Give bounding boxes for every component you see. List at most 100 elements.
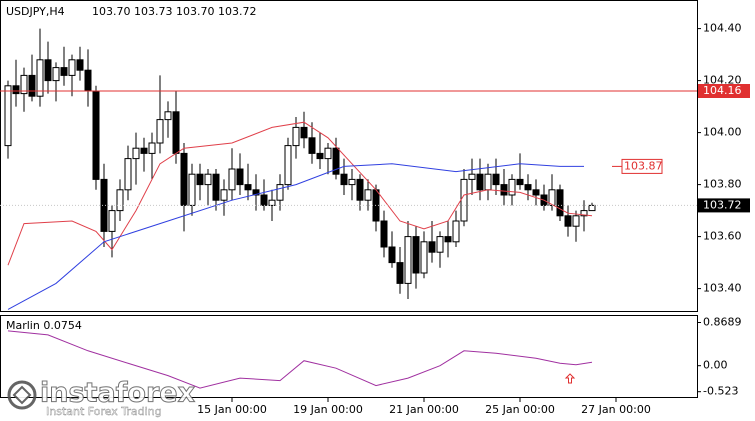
candle-body bbox=[500, 184, 508, 196]
candle-body bbox=[284, 145, 292, 186]
marks bbox=[4, 28, 596, 389]
candle-body bbox=[204, 173, 212, 186]
candle-body bbox=[516, 178, 524, 186]
indicator-line bbox=[7, 330, 593, 389]
candle-body bbox=[396, 262, 404, 284]
candle-body bbox=[212, 173, 220, 201]
candle-body bbox=[84, 69, 92, 92]
main-panel bbox=[0, 0, 698, 312]
candle-body bbox=[220, 189, 228, 201]
x-tick-label: 27 Jan 00:00 bbox=[581, 403, 651, 416]
candle-body bbox=[188, 173, 196, 206]
moving-average bbox=[7, 163, 584, 310]
candle-body bbox=[164, 111, 172, 121]
candle-body bbox=[68, 59, 76, 76]
candle-body bbox=[52, 67, 60, 82]
level-label: 103.87 bbox=[624, 159, 663, 172]
signal-arrow bbox=[564, 373, 576, 384]
candle-body bbox=[532, 189, 540, 196]
candle-body bbox=[300, 126, 308, 139]
candle-body bbox=[292, 126, 300, 147]
level-tag bbox=[621, 158, 663, 174]
moving-average bbox=[7, 121, 593, 266]
candle-body bbox=[44, 59, 52, 82]
candle-body bbox=[252, 189, 260, 196]
candle-body bbox=[484, 173, 492, 191]
watermark: instaforex Instant Forex Trading bbox=[7, 377, 196, 418]
candle-body bbox=[332, 147, 340, 175]
candle-body bbox=[148, 142, 156, 154]
candle-body bbox=[460, 178, 468, 222]
candle-body bbox=[92, 90, 100, 180]
candle-body bbox=[468, 173, 476, 180]
candle-body bbox=[244, 184, 252, 191]
x-tick-label: 25 Jan 00:00 bbox=[485, 403, 555, 416]
candle-body bbox=[572, 215, 580, 227]
current-price-tag bbox=[698, 198, 750, 213]
level-label: 104.16 bbox=[703, 84, 742, 97]
chart-title: USDJPY,H4 bbox=[6, 5, 65, 18]
candle-body bbox=[228, 168, 236, 191]
candle-body bbox=[452, 220, 460, 243]
candle-body bbox=[140, 147, 148, 154]
y-tick-label: 0.00 bbox=[703, 359, 728, 372]
candle-body bbox=[132, 147, 140, 160]
y-tick-label: 0.8689 bbox=[703, 316, 742, 329]
level-tag bbox=[698, 84, 750, 98]
y-tick-label: 104.00 bbox=[703, 126, 742, 139]
candle-body bbox=[180, 152, 188, 206]
x-tick-label: 19 Jan 00:00 bbox=[293, 403, 363, 416]
candle-body bbox=[356, 178, 364, 201]
indicator-title: Marlin 0.0754 bbox=[6, 319, 82, 332]
candle-body bbox=[444, 236, 452, 243]
candle-body bbox=[404, 236, 412, 284]
candle-body bbox=[316, 152, 324, 160]
candle-body bbox=[556, 189, 564, 217]
candle-body bbox=[324, 147, 332, 160]
candle-body bbox=[100, 178, 108, 232]
candle-body bbox=[492, 173, 500, 186]
x-tick-label: 21 Jan 00:00 bbox=[389, 403, 459, 416]
watermark-brand: instaforex bbox=[40, 378, 195, 409]
candle-body bbox=[28, 74, 36, 97]
candle-body bbox=[12, 85, 20, 95]
y-tick-label: 103.60 bbox=[703, 230, 742, 243]
candle-body bbox=[260, 194, 268, 206]
candle-body bbox=[420, 241, 428, 274]
candle-body bbox=[508, 178, 516, 196]
candle-body bbox=[588, 204, 596, 212]
indicator-panel bbox=[0, 315, 698, 398]
y-tick-label: 104.20 bbox=[703, 74, 742, 87]
candle-body bbox=[116, 189, 124, 212]
candle-body bbox=[172, 111, 180, 154]
watermark-tagline: Instant Forex Trading bbox=[46, 405, 162, 418]
candle-body bbox=[580, 210, 588, 217]
candle-body bbox=[340, 173, 348, 186]
candle-body bbox=[428, 241, 436, 253]
candle-body bbox=[380, 220, 388, 248]
candle-body bbox=[268, 199, 276, 206]
candle-body bbox=[276, 184, 284, 201]
candle-body bbox=[564, 215, 572, 227]
candle-body bbox=[196, 173, 204, 186]
candle-body bbox=[524, 184, 532, 191]
candle-body bbox=[348, 178, 356, 186]
logo-icon bbox=[12, 385, 32, 405]
candle-body bbox=[20, 74, 28, 95]
y-tick-label: -0.523 bbox=[703, 385, 738, 398]
candle-body bbox=[76, 59, 84, 71]
candle-body bbox=[108, 210, 116, 232]
logo-icon bbox=[7, 380, 37, 410]
y-tick-label: 103.80 bbox=[703, 178, 742, 191]
candle-body bbox=[412, 236, 420, 274]
y-tick-label: 104.40 bbox=[703, 22, 742, 35]
candle-body bbox=[308, 137, 316, 154]
x-tick-label: 15 Jan 00:00 bbox=[197, 403, 267, 416]
candle-body bbox=[36, 59, 44, 97]
candle-body bbox=[60, 67, 68, 76]
candle-body bbox=[436, 236, 444, 253]
candle-body bbox=[236, 168, 244, 186]
chart-subtitle: 103.70 103.73 103.70 103.72 bbox=[92, 5, 256, 18]
y-tick-label: 103.40 bbox=[703, 282, 742, 295]
